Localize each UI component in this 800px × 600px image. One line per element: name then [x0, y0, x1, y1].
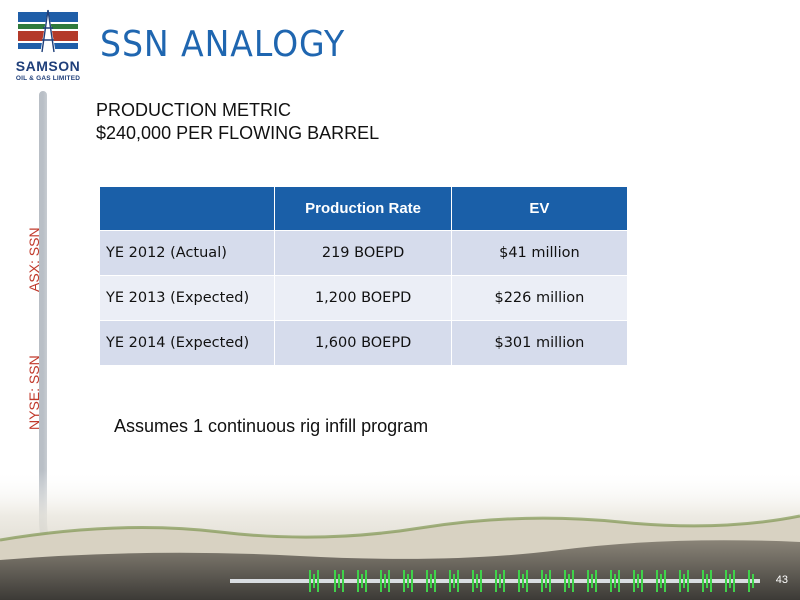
ev-cell: $41 million	[450, 230, 629, 276]
production-rate-cell: 1,600 BOEPD	[274, 320, 452, 366]
header-cell-blank	[98, 186, 276, 231]
company-logo: SAMSON OIL & GAS LIMITED	[12, 8, 84, 88]
production-rate-cell: 1,200 BOEPD	[274, 275, 452, 321]
header-cell-production-rate: Production Rate	[274, 186, 452, 231]
row-label: YE 2012 (Actual)	[98, 230, 276, 276]
logo-subtitle: OIL & GAS LIMITED	[15, 75, 81, 82]
ev-cell: $301 million	[450, 320, 629, 366]
nyse-ticker: NYSE: SSN	[26, 355, 42, 430]
row-label: YE 2014 (Expected)	[98, 320, 276, 366]
table-row: YE 2014 (Expected) 1,600 BOEPD $301 mill…	[98, 320, 629, 366]
table-row: YE 2012 (Actual) 219 BOEPD $41 million	[98, 230, 629, 276]
ev-cell: $226 million	[450, 275, 629, 321]
production-table: Production Rate EV YE 2012 (Actual) 219 …	[98, 186, 629, 366]
table-row: YE 2013 (Expected) 1,200 BOEPD $226 mill…	[98, 275, 629, 321]
subheading-line1: PRODUCTION METRIC	[96, 100, 291, 120]
ground-strata-graphic	[0, 470, 800, 600]
slide-title: SSN ANALOGY	[100, 24, 346, 65]
footnote: Assumes 1 continuous rig infill program	[114, 416, 429, 436]
asx-ticker: ASX: SSN	[26, 227, 42, 292]
header-cell-ev: EV	[450, 186, 629, 231]
production-rate-cell: 219 BOEPD	[274, 230, 452, 276]
row-label: YE 2013 (Expected)	[98, 275, 276, 321]
subheading-line2: $240,000 PER FLOWING BARREL	[96, 123, 380, 143]
logo-name: SAMSON	[15, 58, 81, 74]
table-header-row: Production Rate EV	[98, 186, 629, 231]
derrick-icon	[18, 8, 78, 54]
page-number: 43	[775, 574, 788, 586]
